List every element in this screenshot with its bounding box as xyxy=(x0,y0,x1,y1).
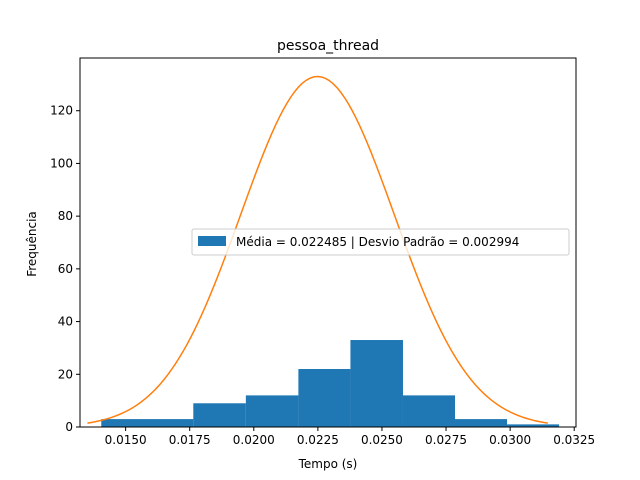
histogram-bar xyxy=(245,395,299,427)
x-tick-label: 0.0300 xyxy=(489,433,531,447)
histogram-bar xyxy=(402,395,456,427)
axes-frame xyxy=(79,57,577,428)
y-tick-label: 0 xyxy=(65,420,73,434)
histogram-bar xyxy=(507,424,560,427)
histogram-bar xyxy=(193,403,246,427)
x-tick-label: 0.0275 xyxy=(425,433,467,447)
legend-swatch xyxy=(198,236,226,246)
y-tick-label: 60 xyxy=(58,262,73,276)
x-tick-label: 0.0225 xyxy=(297,433,339,447)
x-tick-label: 0.0175 xyxy=(169,433,211,447)
x-axis-label: Tempo (s) xyxy=(298,457,358,471)
y-axis-label: Frequência xyxy=(25,211,39,277)
y-tick-label: 120 xyxy=(50,104,73,118)
x-tick-label: 0.0200 xyxy=(233,433,275,447)
chart-title: pessoa_thread xyxy=(277,38,379,54)
histogram-bar xyxy=(455,419,508,427)
histogram-bar xyxy=(350,340,403,427)
y-tick-label: 40 xyxy=(58,315,73,329)
histogram-bar xyxy=(101,419,194,427)
normal-curve xyxy=(87,75,548,424)
y-tick-label: 20 xyxy=(58,367,73,381)
plot-area xyxy=(79,57,577,428)
x-tick-label: 0.0250 xyxy=(361,433,403,447)
y-axis: 0 20 40 60 80 100 120 xyxy=(50,104,80,434)
legend: Média = 0.022485 | Desvio Padrão = 0.002… xyxy=(191,228,570,256)
x-tick-label: 0.0325 xyxy=(553,433,595,447)
x-tick-label: 0.0150 xyxy=(105,433,147,447)
y-tick-label: 100 xyxy=(50,156,73,170)
legend-box xyxy=(191,228,570,256)
histogram-bar xyxy=(298,369,351,427)
legend-label: Média = 0.022485 | Desvio Padrão = 0.002… xyxy=(236,235,519,249)
y-tick-label: 80 xyxy=(58,209,73,223)
x-axis: 0.0150 0.0175 0.0200 0.0225 0.0250 0.0275 0.03… xyxy=(105,427,595,447)
